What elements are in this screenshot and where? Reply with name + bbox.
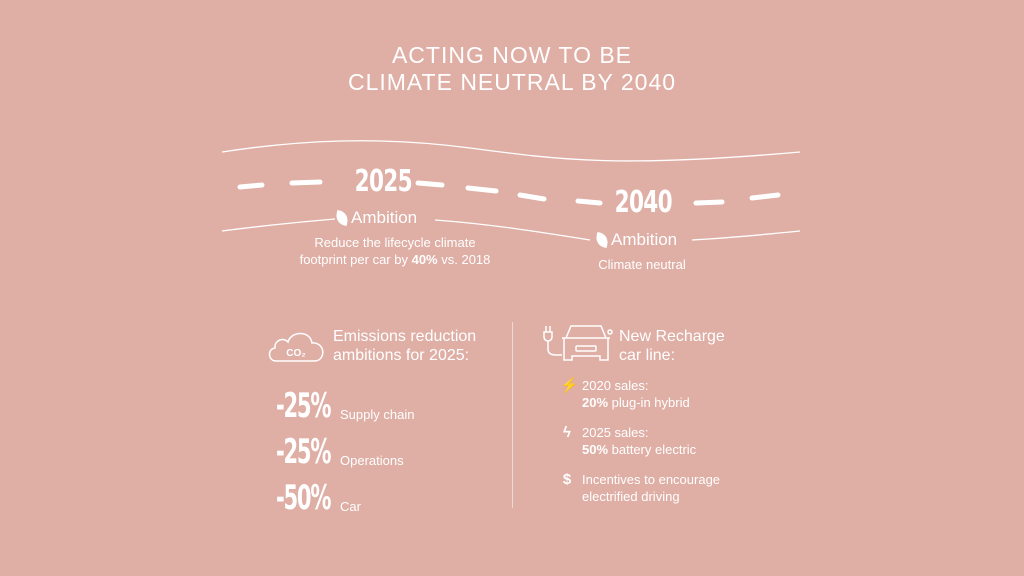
title-line-1: ACTING NOW TO BE	[391, 42, 633, 68]
road-bottom-edge-mid	[434, 219, 591, 241]
item-text: plug-in hybrid	[608, 395, 690, 410]
header-line: New Recharge	[619, 328, 725, 345]
dollar-icon: $	[562, 471, 572, 488]
emissions-header: Emissions reduction ambitions for 2025:	[333, 327, 476, 365]
emissions-value: -25%	[276, 386, 331, 426]
desc-line: Reduce the lifecycle climate	[314, 235, 476, 250]
header-line: car line:	[619, 347, 676, 364]
emissions-list: -25% Supply chain -25% Operations -50% Car	[276, 380, 414, 518]
item-bold: 50%	[582, 442, 609, 457]
ambition-2025-desc: Reduce the lifecycle climate footprint p…	[270, 234, 520, 268]
item-line: 2025 sales:	[582, 425, 649, 440]
title-line-2: CLIMATE NEUTRAL BY 2040	[347, 69, 677, 95]
recharge-item: ⚡ 2020 sales: 20% plug-in hybrid	[560, 377, 720, 424]
emissions-label: Car	[340, 499, 361, 514]
leaf-icon	[594, 232, 610, 248]
recharge-header: New Recharge car line:	[619, 327, 725, 365]
road-dashes	[237, 179, 781, 206]
recharge-list: ⚡ 2020 sales: 20% plug-in hybrid ϟ 2025 s…	[560, 377, 720, 505]
milestone-year-2040: 2040	[614, 185, 673, 220]
desc-bold: 40%	[411, 252, 438, 267]
electric-car-plug-icon	[543, 325, 613, 361]
emissions-label: Supply chain	[340, 407, 415, 422]
page-title: ACTING NOW TO BE CLIMATE NEUTRAL BY 2040	[0, 42, 1024, 96]
header-line: Emissions reduction	[333, 328, 477, 345]
item-bold: 20%	[582, 395, 609, 410]
header-line: ambitions for 2025:	[333, 347, 470, 364]
emissions-label: Operations	[340, 453, 404, 468]
milestone-year-2025: 2025	[354, 164, 413, 199]
leaf-icon	[334, 210, 350, 226]
ambition-2040: Ambition	[594, 230, 678, 250]
ambition-2040-desc: Climate neutral	[598, 257, 686, 272]
ambition-label: Ambition	[351, 208, 418, 227]
recharge-item: ϟ 2025 sales: 50% battery electric	[560, 424, 720, 471]
desc-text: footprint per car by	[299, 252, 412, 267]
item-text: battery electric	[608, 442, 697, 457]
co2-text: CO₂	[286, 348, 305, 359]
ambition-2025: Ambition	[334, 208, 418, 228]
road-top-edge	[221, 140, 801, 162]
recharge-item: $ Incentives to encourage electrified dri…	[560, 471, 720, 505]
ambition-label: Ambition	[611, 230, 678, 249]
item-line: 2020 sales:	[582, 378, 649, 393]
emissions-item: -25% Supply chain	[276, 380, 414, 426]
emissions-value: -25%	[276, 432, 331, 472]
item-line: Incentives to encourage	[582, 472, 721, 487]
hybrid-bolt-icon: ⚡	[560, 377, 579, 394]
bolt-icon: ϟ	[563, 424, 571, 441]
desc-text: vs. 2018	[437, 252, 491, 267]
emissions-item: -25% Operations	[276, 426, 414, 472]
item-line: electrified driving	[582, 489, 680, 504]
road-bottom-edge-left	[221, 218, 336, 232]
road-bottom-edge-right	[691, 230, 801, 241]
column-divider	[512, 322, 513, 508]
emissions-value: -50%	[276, 478, 331, 518]
co2-cloud-icon: CO₂	[268, 332, 324, 362]
emissions-item: -50% Car	[276, 472, 414, 518]
